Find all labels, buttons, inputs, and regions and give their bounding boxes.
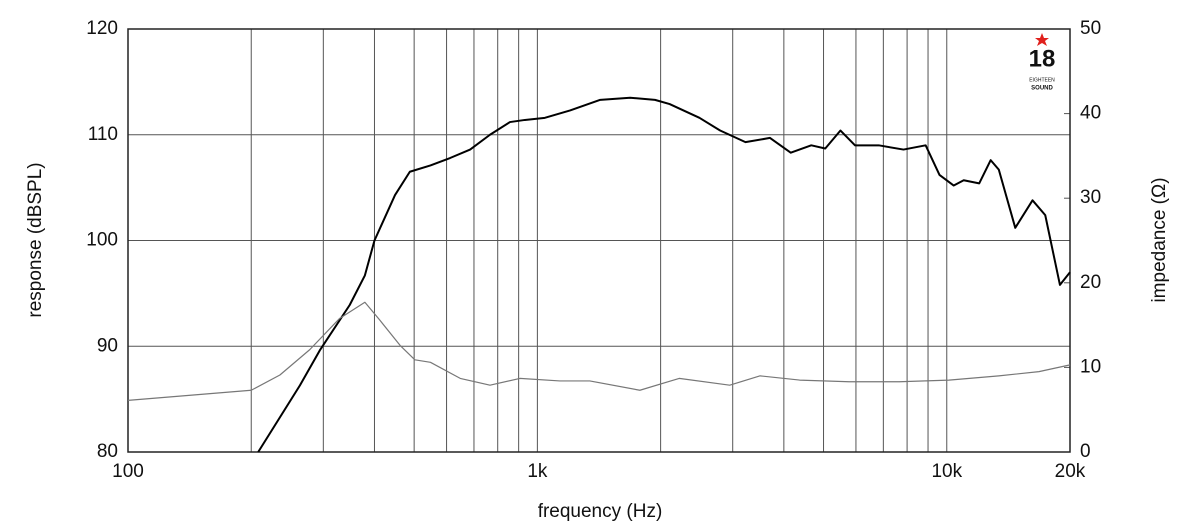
y2-axis-label: impedance (Ω) <box>1149 177 1170 302</box>
logo: 18 EIGHTEEN SOUND <box>1029 33 1056 92</box>
y-tick-label: 110 <box>88 124 118 145</box>
logo-star <box>1035 33 1049 46</box>
y2-tick-label: 30 <box>1080 187 1101 208</box>
y2-tick-label: 40 <box>1080 103 1101 124</box>
logo-number: 18 <box>1029 45 1056 72</box>
logo-text: SOUND <box>1031 86 1053 92</box>
x-tick-label: 1k <box>527 461 548 482</box>
y2-tick-label: 0 <box>1080 441 1091 462</box>
x-tick-label: 10k <box>931 461 962 482</box>
y-tick-label: 90 <box>97 335 118 356</box>
y2-tick-label: 50 <box>1080 18 1101 39</box>
y2-tick-label: 10 <box>1080 356 1101 377</box>
plot-frame <box>127 28 1071 453</box>
x-tick-label: 20k <box>1055 461 1086 482</box>
y-tick-label: 80 <box>97 441 118 462</box>
y2-tick-label: 20 <box>1080 272 1101 293</box>
y-tick-label: 120 <box>86 18 118 39</box>
y-tick-label: 100 <box>86 230 118 251</box>
series-line <box>257 96 1071 453</box>
x-tick-label: 100 <box>112 461 144 482</box>
logo-text: EIGHTEEN <box>1029 77 1055 83</box>
y-axis-label: response (dBSPL) <box>25 162 46 317</box>
x-axis-label: frequency (Hz) <box>538 501 663 522</box>
series-line <box>127 301 1071 401</box>
